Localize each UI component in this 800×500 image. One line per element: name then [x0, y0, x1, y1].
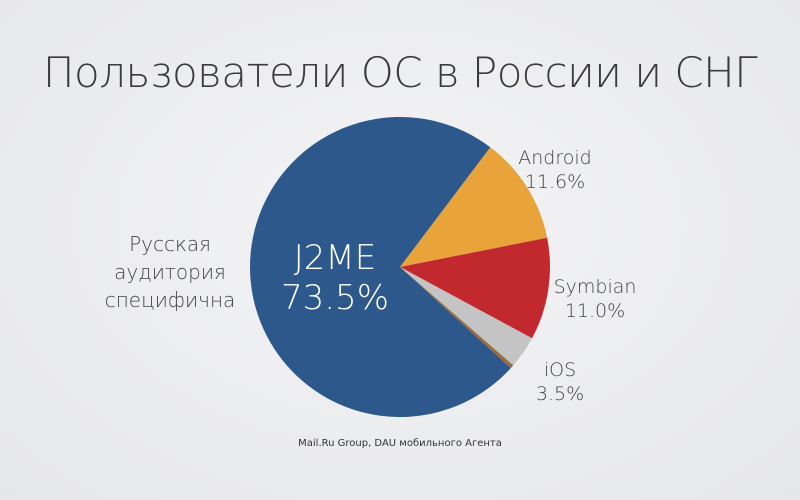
pie-slice-other: [400, 267, 514, 369]
label-android-name: Android: [518, 147, 592, 169]
label-j2me-value: 73.5%: [280, 278, 389, 318]
side-note: Русская аудитория специфична: [104, 232, 236, 312]
label-j2me-name: J2ME: [293, 238, 377, 278]
label-ios-value: 3.5%: [535, 383, 585, 405]
label-ios: iOS 3.5%: [525, 358, 595, 406]
label-j2me: J2ME 73.5%: [270, 238, 400, 318]
source-note: Mail.Ru Group, DAU мобильного Агента: [298, 438, 502, 449]
label-symbian: Symbian 11.0%: [545, 275, 645, 323]
label-android: Android 11.6%: [505, 146, 605, 194]
slide-title: Пользователи ОС в России и СНГ: [42, 48, 758, 97]
pie-slice-ios: [400, 267, 532, 366]
pie-slice-j2me: [250, 116, 511, 417]
pie-slice-android: [400, 147, 548, 267]
label-symbian-name: Symbian: [553, 276, 637, 298]
label-ios-name: iOS: [543, 359, 577, 381]
label-symbian-value: 11.0%: [564, 300, 626, 322]
label-android-value: 11.6%: [524, 171, 586, 193]
pie-slice-symbian: [400, 237, 551, 339]
